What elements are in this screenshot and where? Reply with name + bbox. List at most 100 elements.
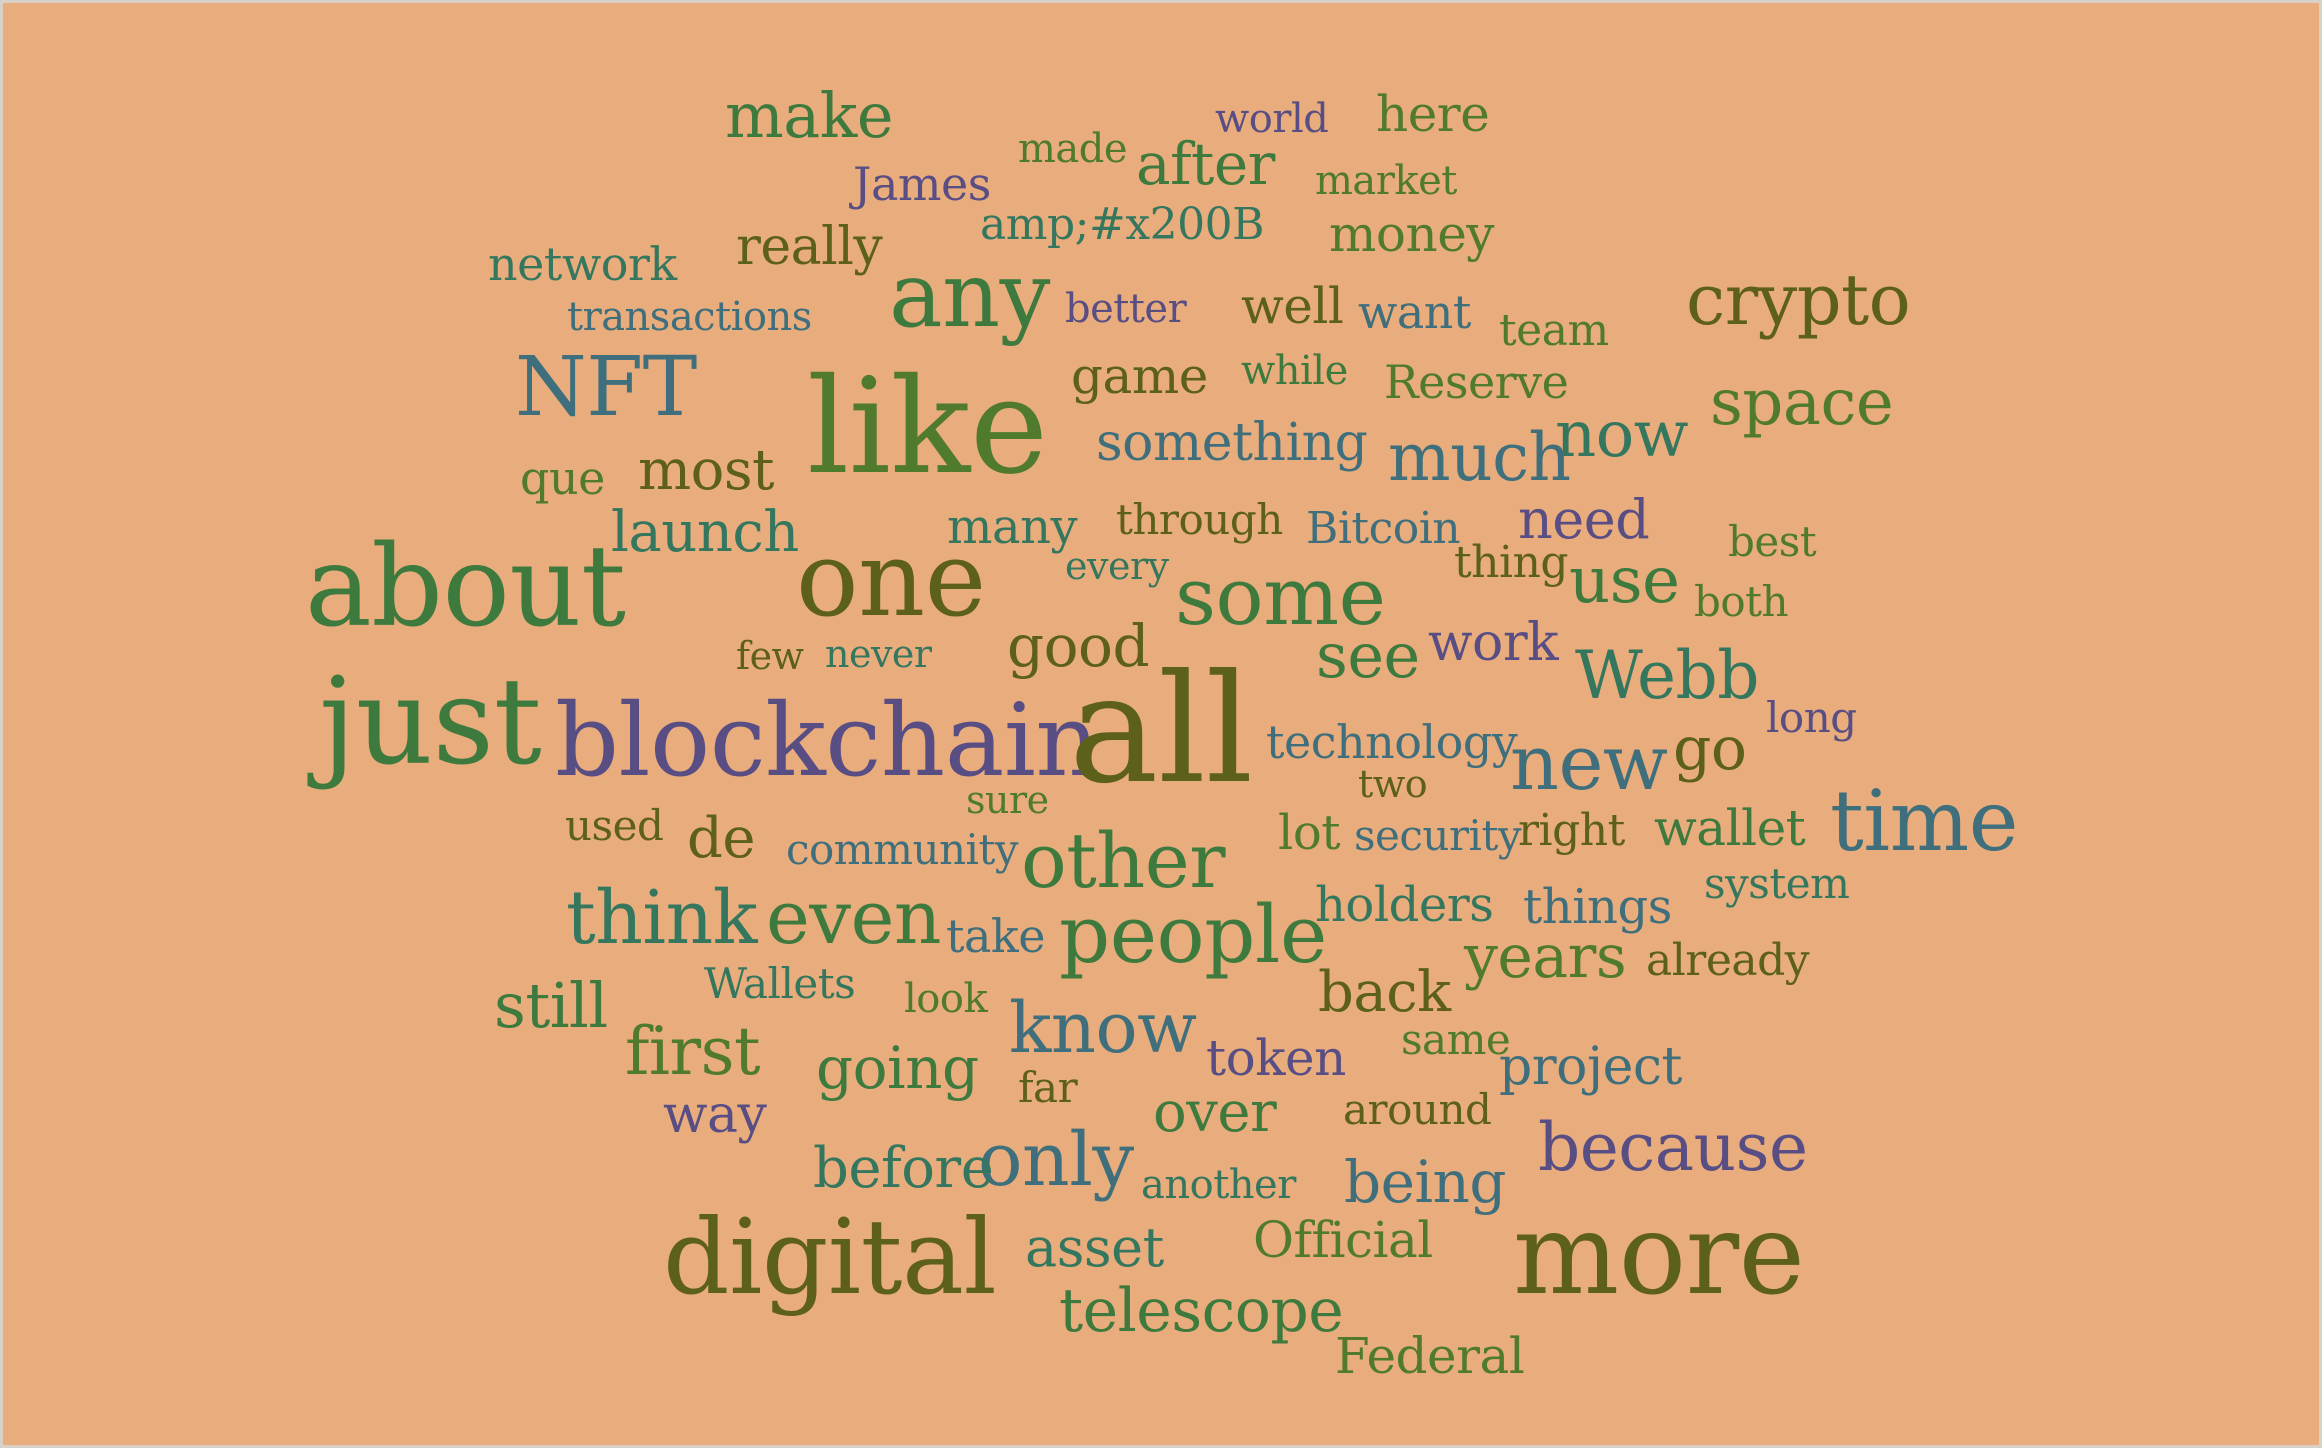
- word-good: good: [1007, 612, 1150, 680]
- word-sure: sure: [966, 778, 1049, 822]
- word-holders: holders: [1315, 877, 1494, 933]
- word-james: James: [853, 157, 991, 211]
- word-still: still: [494, 969, 608, 1042]
- word-new: new: [1510, 718, 1668, 807]
- word-transactions: transactions: [567, 294, 812, 340]
- word-like: like: [807, 350, 1048, 504]
- word-most: most: [638, 438, 775, 503]
- word-project: project: [1499, 1037, 1682, 1097]
- word-technology: technology: [1266, 715, 1518, 769]
- word-never: never: [825, 632, 932, 676]
- word-years: years: [1464, 922, 1627, 992]
- word-few: few: [736, 634, 804, 678]
- word-only: only: [978, 1117, 1134, 1203]
- word-more: more: [1513, 1190, 1805, 1320]
- word-reserve: Reserve: [1384, 355, 1569, 409]
- word-two: two: [1358, 762, 1428, 806]
- word-here: here: [1376, 85, 1490, 143]
- word-best: best: [1728, 517, 1817, 566]
- word-game: game: [1071, 347, 1208, 405]
- word-de: de: [687, 806, 756, 871]
- word-work: work: [1428, 613, 1559, 673]
- word-nft: NFT: [515, 340, 697, 435]
- word-money: money: [1329, 205, 1495, 263]
- word-back: back: [1318, 960, 1451, 1025]
- word-used: used: [565, 801, 664, 850]
- word-before: before: [813, 1136, 994, 1201]
- word-system: system: [1704, 859, 1850, 908]
- word-something: something: [1096, 413, 1368, 473]
- word-space: space: [1710, 366, 1894, 440]
- word-token: token: [1206, 1029, 1346, 1087]
- word-any: any: [889, 243, 1050, 348]
- word-webb: Webb: [1575, 637, 1760, 714]
- word-market: market: [1315, 158, 1457, 204]
- word-security: security: [1354, 811, 1522, 860]
- word-use: use: [1569, 544, 1680, 618]
- word-time: time: [1830, 772, 2018, 870]
- word-same: same: [1401, 1015, 1511, 1064]
- word-bitcoin: Bitcoin: [1306, 503, 1461, 554]
- word-wallets: Wallets: [704, 959, 856, 1008]
- word-crypto: crypto: [1686, 259, 1911, 341]
- word-even: even: [766, 875, 942, 961]
- word-better: better: [1065, 286, 1187, 332]
- word-federal: Federal: [1335, 1327, 1525, 1385]
- word-first: first: [625, 1013, 760, 1090]
- word-while: while: [1241, 348, 1348, 394]
- word-much: much: [1388, 419, 1571, 496]
- word-team: team: [1499, 305, 1609, 356]
- word-being: being: [1344, 1148, 1506, 1216]
- word-every: every: [1065, 544, 1169, 588]
- word-world: world: [1215, 96, 1329, 142]
- word-look: look: [904, 976, 988, 1022]
- word-take: take: [946, 909, 1046, 963]
- word-really: really: [736, 217, 883, 277]
- word-see: see: [1316, 619, 1420, 692]
- word-just: just: [319, 653, 542, 792]
- word-know: know: [1009, 987, 1197, 1069]
- word-because: because: [1538, 1109, 1808, 1186]
- word-asset: asset: [1025, 1216, 1164, 1279]
- word-going: going: [816, 1034, 979, 1102]
- word-need: need: [1518, 488, 1650, 551]
- word-both: both: [1694, 577, 1789, 626]
- word-amp-x200b: amp;#x200B: [980, 199, 1264, 250]
- word-another: another: [1141, 1162, 1296, 1208]
- word-through: through: [1116, 495, 1283, 544]
- word-que: que: [520, 451, 605, 505]
- word-around: around: [1343, 1085, 1492, 1134]
- word-made: made: [1018, 126, 1128, 172]
- word-over: over: [1153, 1080, 1277, 1145]
- word-all: all: [1069, 643, 1253, 817]
- word-one: one: [796, 518, 986, 640]
- word-launch: launch: [611, 500, 799, 565]
- word-network: network: [488, 237, 677, 291]
- word-thing: thing: [1454, 537, 1569, 588]
- word-lot: lot: [1278, 805, 1341, 861]
- word-far: far: [1018, 1063, 1078, 1112]
- word-want: want: [1358, 285, 1471, 339]
- word-way: way: [663, 1085, 767, 1145]
- word-many: many: [947, 499, 1078, 555]
- word-long: long: [1766, 693, 1857, 742]
- word-official: Official: [1253, 1211, 1433, 1269]
- word-people: people: [1059, 888, 1327, 981]
- word-wallet: wallet: [1654, 799, 1806, 857]
- word-after: after: [1136, 130, 1275, 198]
- word-telescope: telescope: [1059, 1276, 1344, 1346]
- word-think: think: [566, 875, 758, 961]
- word-things: things: [1523, 879, 1672, 935]
- word-make: make: [725, 79, 894, 152]
- word-about: about: [305, 522, 626, 652]
- word-some: some: [1175, 550, 1386, 643]
- word-community: community: [786, 825, 1019, 874]
- word-digital: digital: [663, 1196, 997, 1318]
- word-other: other: [1021, 816, 1226, 905]
- word-already: already: [1646, 935, 1810, 986]
- word-well: well: [1241, 277, 1344, 335]
- word-right: right: [1518, 805, 1625, 856]
- word-go: go: [1673, 714, 1747, 784]
- word-now: now: [1555, 398, 1689, 472]
